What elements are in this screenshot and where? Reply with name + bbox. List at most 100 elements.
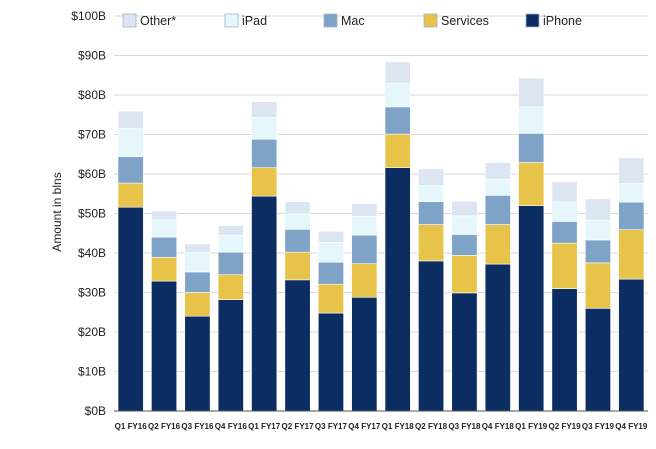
bar-stack xyxy=(518,77,545,412)
x-tick-label: Q2 FY18 xyxy=(415,422,448,431)
bar-segment-iphone xyxy=(317,312,344,412)
y-tick-label: $0B xyxy=(85,404,106,418)
legend-label: Mac xyxy=(341,14,365,28)
legend: Other* iPad Mac Services iPhone xyxy=(122,13,582,28)
bar-segment-services xyxy=(451,255,478,294)
bar-segment-services xyxy=(618,229,645,280)
bar-segment-iphone xyxy=(584,307,611,412)
bar-segment-ipad xyxy=(418,185,445,202)
bar-segment-ipad xyxy=(384,83,411,108)
bar-segment-mac xyxy=(551,221,578,244)
bar-segment-services xyxy=(384,133,411,168)
bar-segment-ipad xyxy=(251,117,278,140)
bar-stack xyxy=(618,157,645,412)
bar-segment-iphone xyxy=(217,299,244,412)
bar-segment-ipad xyxy=(351,215,378,236)
x-tick-label: Q4 FY18 xyxy=(482,422,515,431)
y-tick-label: $90B xyxy=(78,49,106,63)
bar-segment-ipad xyxy=(317,242,344,263)
bar-stack xyxy=(484,162,511,412)
bar-segment-iphone xyxy=(451,292,478,412)
bar-segment-mac xyxy=(217,251,244,276)
bars xyxy=(117,61,645,412)
bar-segment-services xyxy=(151,257,178,282)
bar-segment-other xyxy=(384,61,411,84)
bar-stack xyxy=(251,101,278,412)
x-tick-label: Q3 FY18 xyxy=(448,422,481,431)
bar-segment-ipad xyxy=(184,252,211,273)
bar-segment-iphone xyxy=(284,279,311,412)
bar-segment-other xyxy=(151,210,178,221)
y-tick-label: $40B xyxy=(78,246,106,260)
x-tick-label: Q3 FY17 xyxy=(315,422,348,431)
bar-segment-ipad xyxy=(117,128,144,157)
bar-segment-iphone xyxy=(618,278,645,412)
y-tick-label: $100B xyxy=(71,9,106,23)
x-tick-label: Q4 FY19 xyxy=(615,422,648,431)
bar-segment-other xyxy=(618,157,645,184)
bar-segment-ipad xyxy=(217,234,244,253)
x-tick-label: Q3 FY19 xyxy=(582,422,615,431)
bar-segment-ipad xyxy=(618,183,645,203)
bar-segment-services xyxy=(418,224,445,262)
bar-segment-other xyxy=(418,168,445,186)
bar-segment-mac xyxy=(317,261,344,285)
bar-segment-other xyxy=(484,162,511,180)
bar-segment-mac xyxy=(184,271,211,293)
bar-segment-services xyxy=(518,162,545,206)
legend-swatch xyxy=(224,13,239,28)
bar-stack xyxy=(418,168,445,412)
bar-stack xyxy=(151,210,178,412)
bar-segment-services xyxy=(251,167,278,197)
bar-stack xyxy=(451,200,478,412)
bar-segment-other xyxy=(351,203,378,217)
bar-segment-iphone xyxy=(418,260,445,412)
bar-segment-iphone xyxy=(518,205,545,412)
bar-segment-mac xyxy=(584,239,611,264)
bar-segment-services xyxy=(551,242,578,289)
y-axis-title: Amount in blns xyxy=(50,172,64,251)
x-tick-label: Q3 FY16 xyxy=(181,422,214,431)
bar-segment-services xyxy=(317,283,344,314)
legend-label: iPad xyxy=(242,14,267,28)
legend-label: Other* xyxy=(140,14,176,28)
y-tick-label: $30B xyxy=(78,286,106,300)
x-tick-label: Q1 FY19 xyxy=(515,422,548,431)
bar-segment-ipad xyxy=(584,219,611,241)
legend-label: Services xyxy=(441,14,489,28)
x-tick-label: Q4 FY16 xyxy=(215,422,248,431)
y-tick-label: $60B xyxy=(78,167,106,181)
bar-segment-services xyxy=(484,224,511,265)
legend-swatch xyxy=(122,13,137,28)
x-tick-label: Q1 FY17 xyxy=(248,422,281,431)
legend-label: iPhone xyxy=(543,14,582,28)
bar-segment-mac xyxy=(251,138,278,168)
bar-segment-other xyxy=(184,243,211,253)
bar-segment-iphone xyxy=(117,206,144,412)
bar-segment-other xyxy=(117,110,144,129)
bar-segment-ipad xyxy=(484,178,511,196)
x-tick-label: Q1 FY18 xyxy=(382,422,415,431)
bar-segment-iphone xyxy=(384,167,411,412)
bar-segment-ipad xyxy=(551,201,578,222)
bar-segment-iphone xyxy=(151,280,178,412)
bar-segment-iphone xyxy=(351,296,378,412)
bar-segment-mac xyxy=(518,133,545,163)
bar-segment-other xyxy=(317,230,344,243)
bar-segment-other xyxy=(217,225,244,236)
bar-stack xyxy=(351,203,378,412)
bar-segment-services xyxy=(351,263,378,298)
bar-stack xyxy=(317,230,344,412)
bar-segment-other xyxy=(551,181,578,203)
bar-stack xyxy=(184,243,211,412)
bar-segment-mac xyxy=(284,229,311,253)
bar-stack xyxy=(384,61,411,412)
y-tick-label: $80B xyxy=(78,88,106,102)
x-tick-label: Q2 FY16 xyxy=(148,422,181,431)
legend-swatch xyxy=(525,13,540,28)
bar-segment-mac xyxy=(618,201,645,230)
y-tick-label: $10B xyxy=(78,365,106,379)
bar-segment-iphone xyxy=(184,315,211,412)
